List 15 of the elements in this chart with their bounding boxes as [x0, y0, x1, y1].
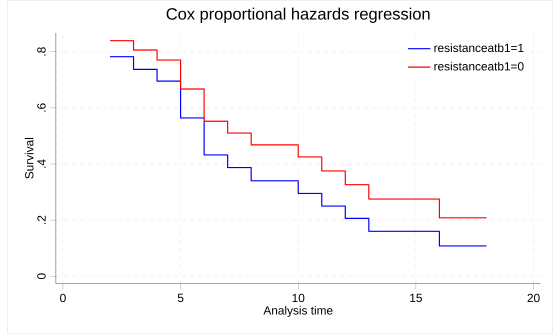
x-tick-label: 0 — [60, 294, 66, 302]
x-axis-title: Analysis time — [263, 306, 333, 318]
y-tick-label: .2 — [37, 216, 46, 224]
x-tick-label: 10 — [292, 294, 304, 302]
x-tick-label: 20 — [528, 294, 540, 302]
y-tick-label: .6 — [37, 104, 46, 112]
y-tick-label: .4 — [37, 159, 46, 168]
y-tick-label: .8 — [37, 47, 46, 56]
chart-title: Cox proportional hazards regression — [166, 8, 430, 24]
y-tick-label: 0 — [37, 274, 46, 280]
legend-label: resistanceatb1=1 — [434, 44, 524, 52]
x-tick-label: 15 — [410, 294, 422, 302]
y-axis-title: Survival — [24, 138, 34, 179]
legend-label: resistanceatb1=0 — [434, 62, 524, 71]
x-tick-label: 5 — [178, 294, 184, 302]
